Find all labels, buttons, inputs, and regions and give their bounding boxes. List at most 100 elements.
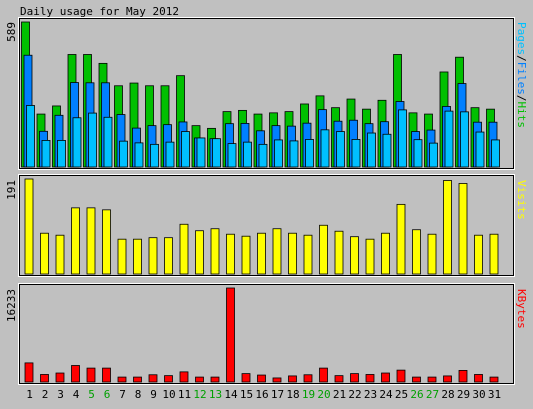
pages-bar xyxy=(212,138,221,168)
visits-bar xyxy=(71,207,80,275)
pages-bar xyxy=(382,133,392,168)
x-tick-label: 24 xyxy=(379,388,393,401)
visits-bar xyxy=(381,232,390,275)
visits-ymax-label: 191 xyxy=(5,180,18,200)
x-tick-label: 22 xyxy=(348,388,361,401)
visits-bar xyxy=(474,234,483,275)
x-tick-label: 6 xyxy=(104,388,111,401)
pages-bar xyxy=(134,142,144,168)
x-tick-label: 15 xyxy=(240,388,253,401)
kbytes-bar xyxy=(24,362,34,383)
kbytes-legend: KBytes xyxy=(515,289,528,329)
pages-bar xyxy=(460,111,469,168)
visits-bar xyxy=(334,230,344,275)
kbytes-bar xyxy=(133,376,142,383)
x-tick-label: 25 xyxy=(395,388,408,401)
visits-bar xyxy=(319,224,328,275)
visits-bar xyxy=(55,234,65,275)
x-tick-label: 18 xyxy=(286,388,299,401)
x-tick-label: 27 xyxy=(426,388,439,401)
panels: 589 Pages/Files/Hits 191 Visits 16233 KBytes xyxy=(5,17,528,385)
pages-bar xyxy=(491,139,500,168)
x-tick-label: 4 xyxy=(73,388,80,401)
legend-entry: Visits xyxy=(515,180,528,220)
x-tick-label: 26 xyxy=(410,388,423,401)
pages-bar xyxy=(413,139,423,168)
kbytes-bar xyxy=(210,376,220,383)
x-tick-label: 2 xyxy=(42,388,49,401)
kbytes-bar xyxy=(195,376,204,383)
visits-bar xyxy=(179,223,189,275)
visits-bar xyxy=(288,232,297,275)
visits-bar xyxy=(272,228,282,275)
x-tick-label: 10 xyxy=(162,388,175,401)
visits-bar xyxy=(40,232,49,275)
hits-ymax-label: 589 xyxy=(5,22,18,42)
kbytes-bar xyxy=(179,371,189,383)
visits-bar xyxy=(303,234,313,275)
x-tick-label: 23 xyxy=(364,388,377,401)
pages-bar xyxy=(72,117,82,168)
kbytes-bar xyxy=(148,374,158,383)
pages-bar xyxy=(351,139,361,168)
x-tick-label: 12 xyxy=(193,388,206,401)
kbytes-bar xyxy=(86,367,96,383)
pages-bar xyxy=(274,139,283,168)
visits-bar xyxy=(133,238,142,275)
legend-entry: KBytes xyxy=(515,289,528,329)
x-axis-labels: 1 2 3 4 5 6 7 8 9 10 11 12 13 14 15 16 17 18 19 20 21 22 23 24 2… xyxy=(26,388,501,401)
x-tick-label: 3 xyxy=(57,388,64,401)
kbytes-bar xyxy=(40,374,49,383)
pages-bar xyxy=(444,110,454,168)
pages-bar xyxy=(57,140,66,168)
visits-bar xyxy=(458,183,468,275)
kbytes-ymax-label: 16233 xyxy=(5,289,18,322)
kbytes-bar xyxy=(458,370,468,383)
kbytes-bar xyxy=(350,373,359,383)
pages-bar xyxy=(475,131,485,168)
x-tick-label: 21 xyxy=(333,388,346,401)
x-tick-label: 19 xyxy=(302,388,315,401)
pages-bar xyxy=(305,139,314,168)
kbytes-bar xyxy=(71,365,80,383)
x-tick-label: 7 xyxy=(119,388,126,401)
x-tick-label: 29 xyxy=(457,388,470,401)
kbytes-bar xyxy=(164,375,173,383)
x-tick-label: 11 xyxy=(178,388,191,401)
kbytes-bar xyxy=(303,374,313,383)
x-tick-label: 28 xyxy=(441,388,454,401)
x-tick-label: 30 xyxy=(472,388,485,401)
pages-bar xyxy=(336,131,345,168)
visits-bar xyxy=(427,233,437,275)
kbytes-bar xyxy=(272,377,282,383)
kbytes-bar xyxy=(334,375,344,383)
legend-entry: / xyxy=(515,95,528,102)
kbytes-bar xyxy=(117,376,127,383)
pages-bar xyxy=(429,142,438,168)
pages-bar xyxy=(398,109,407,168)
visits-bar xyxy=(210,228,220,275)
visits-bar xyxy=(257,232,266,275)
x-tick-label: 8 xyxy=(135,388,142,401)
kbytes-bar xyxy=(365,374,375,383)
visits-bar xyxy=(365,238,375,275)
pages-bar xyxy=(243,141,252,168)
hits-legend: Pages/Files/Hits xyxy=(515,22,528,128)
x-tick-label: 20 xyxy=(317,388,330,401)
pages-bar xyxy=(196,137,206,168)
visits-bar xyxy=(102,209,111,275)
kbytes-bar xyxy=(226,287,235,383)
kbytes-bar xyxy=(396,369,406,383)
visits-bar xyxy=(241,235,251,275)
kbytes-panel-plot-area xyxy=(19,284,514,384)
x-tick-label: 31 xyxy=(488,388,501,401)
pages-bar xyxy=(119,140,128,168)
pages-bar xyxy=(320,129,330,168)
visits-bar xyxy=(86,207,96,275)
visits-bar xyxy=(164,237,173,275)
x-tick-label: 14 xyxy=(224,388,238,401)
visits-bar xyxy=(195,230,204,275)
x-tick-label: 5 xyxy=(88,388,95,401)
kbytes-bar xyxy=(489,376,499,383)
